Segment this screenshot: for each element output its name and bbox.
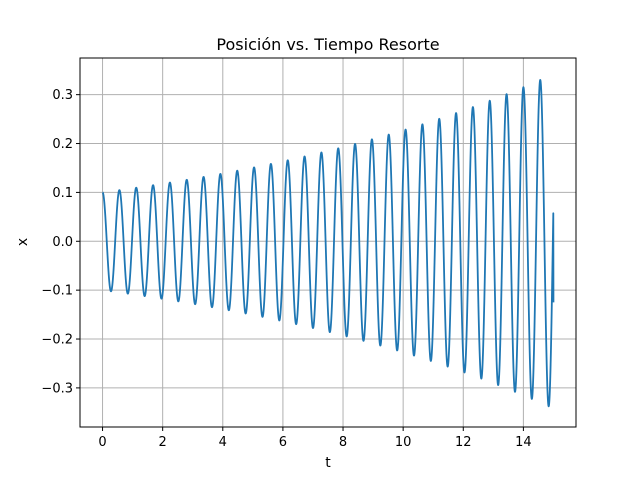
y-tick-label: 0.2 <box>52 137 73 152</box>
y-tick-label: 0.1 <box>52 186 73 201</box>
plot-frame <box>79 57 577 428</box>
series-layer <box>101 79 555 408</box>
chart-title: Posición vs. Tiempo Resorte <box>216 35 439 54</box>
x-tick-label: 4 <box>219 435 227 450</box>
x-tick-label: 6 <box>279 435 287 450</box>
series-line <box>101 79 555 408</box>
x-tick-label: 14 <box>515 435 532 450</box>
x-tick-label: 0 <box>98 435 106 450</box>
x-tick-label: 10 <box>395 435 412 450</box>
x-tick-label: 12 <box>455 435 472 450</box>
x-tick-label: 8 <box>339 435 347 450</box>
x-tick-label: 2 <box>159 435 167 450</box>
x-axis-ticks: 0 2 4 6 8 10 12 14 <box>98 427 532 450</box>
y-tick-label: −0.2 <box>41 333 73 348</box>
y-tick-label: 0.3 <box>52 88 73 103</box>
x-axis-label: t <box>325 455 331 471</box>
y-tick-label: −0.3 <box>41 381 73 396</box>
y-tick-label: −0.1 <box>41 284 73 299</box>
y-tick-label: 0.0 <box>52 235 73 250</box>
y-axis-label: x <box>15 238 31 246</box>
y-axis-ticks: −0.3 −0.2 −0.1 0.0 0.1 0.2 0.3 <box>41 88 80 396</box>
